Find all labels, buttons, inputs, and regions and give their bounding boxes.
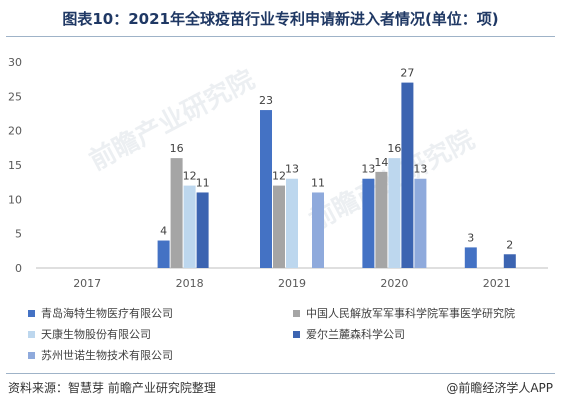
footer-divider: [6, 373, 555, 374]
legend-swatch: [293, 309, 300, 317]
bar: [196, 192, 209, 268]
chart-legend: 青岛海特生物医疗有限公司 中国人民解放军军事科学院军事医学研究院天康生物股份有限公…: [28, 305, 558, 367]
data-label: 3: [467, 231, 474, 244]
legend-item: 青岛海特生物医疗有限公司: [28, 305, 173, 321]
bar: [375, 171, 388, 268]
bar-chart: 0510152025302017416121120182312131120191…: [8, 56, 548, 290]
legend-swatch: [28, 351, 35, 359]
source-note: 资料来源：智慧芽 前瞻产业研究院整理: [8, 381, 216, 395]
data-label: 2: [506, 238, 513, 251]
legend-label: 中国人民解放军军事科学院军事医学研究院: [306, 307, 515, 320]
data-label: 4: [160, 225, 167, 238]
data-label: 13: [361, 163, 375, 176]
bar: [388, 158, 401, 268]
data-label: 11: [196, 176, 210, 189]
bar: [464, 247, 477, 268]
x-tick-label: 2018: [176, 277, 204, 290]
chart-title: 图表10：2021年全球疫苗行业专利申请新进入者情况(单位：项): [62, 10, 499, 28]
data-label: 16: [170, 142, 184, 155]
bar: [260, 110, 272, 268]
y-tick-label: 20: [8, 125, 22, 138]
legend-label: 青岛海特生物医疗有限公司: [41, 307, 173, 320]
x-tick-label: 2021: [483, 277, 511, 290]
bar: [157, 240, 170, 268]
data-label: 12: [272, 170, 286, 183]
data-label: 23: [259, 94, 273, 107]
y-tick-label: 15: [8, 159, 22, 172]
legend-label: 苏州世诺生物技术有限公司: [41, 349, 173, 362]
legend-label: 爱尔兰麓森科学公司: [306, 328, 405, 341]
data-label: 12: [183, 170, 197, 183]
legend-item: 苏州世诺生物技术有限公司: [28, 347, 173, 363]
y-tick-label: 30: [8, 56, 22, 69]
bar: [170, 158, 183, 268]
data-label: 16: [387, 142, 401, 155]
y-tick-label: 0: [15, 262, 22, 275]
legend-item: 中国人民解放军军事科学院军事医学研究院: [293, 305, 515, 321]
bar: [401, 82, 414, 268]
bar: [286, 178, 298, 268]
bar: [414, 178, 427, 268]
brand-label: @前瞻经济学人APP: [446, 381, 553, 395]
y-tick-label: 25: [8, 90, 22, 103]
x-tick-label: 2020: [380, 277, 408, 290]
legend-swatch: [293, 330, 300, 338]
bar: [273, 185, 285, 268]
legend-swatch: [28, 330, 35, 338]
data-label: 11: [311, 176, 325, 189]
x-tick-label: 2017: [73, 277, 101, 290]
y-tick-label: 10: [8, 193, 22, 206]
data-label: 14: [374, 156, 388, 169]
data-label: 27: [400, 67, 414, 80]
bar: [503, 254, 516, 268]
legend-item: 天康生物股份有限公司: [28, 326, 151, 342]
data-label: 13: [285, 163, 299, 176]
legend-swatch: [28, 309, 35, 317]
bar: [183, 185, 196, 268]
x-tick-label: 2019: [278, 277, 306, 290]
y-tick-label: 5: [15, 228, 22, 241]
data-label: 13: [413, 163, 427, 176]
title-divider: [6, 36, 555, 37]
bar: [362, 178, 375, 268]
legend-item: 爱尔兰麓森科学公司: [293, 326, 405, 342]
bar: [312, 192, 324, 268]
legend-label: 天康生物股份有限公司: [41, 328, 151, 341]
